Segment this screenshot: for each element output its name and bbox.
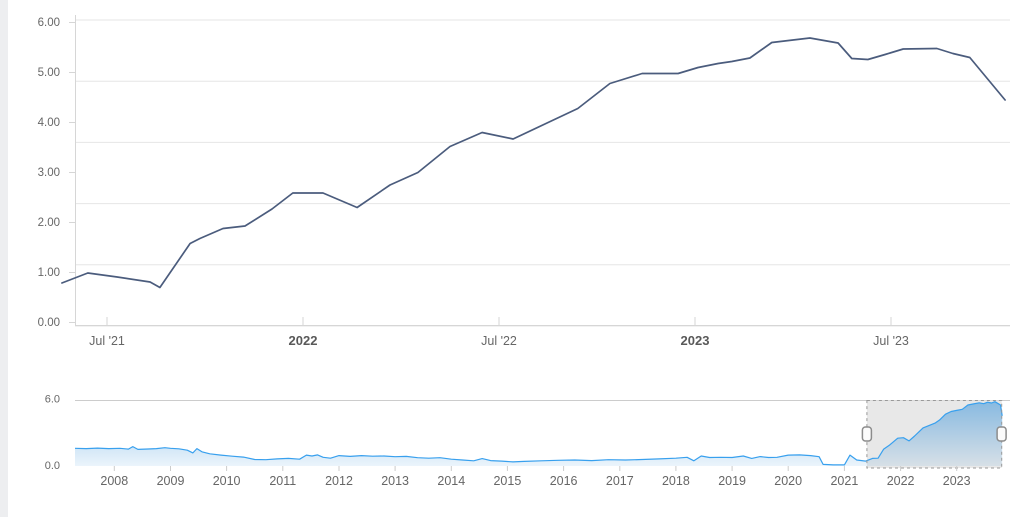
page-left-gutter [0,0,8,517]
y-axis-label: 2.00 [38,217,60,229]
price-line-series [61,37,1006,289]
y-axis-label: 1.00 [38,267,60,279]
navigator-year-label: 2013 [381,474,409,488]
y-axis-label: 5.00 [38,67,60,79]
main-chart-pane: 6.00 5.00 4.00 3.00 2.00 1.00 0.00 Jul '21 2022 J… [38,15,1010,348]
navigator-pane: 6.0 0.0 2008 2009 2010 2011 2012 2013 2014 2015 20… [45,394,1010,488]
navigator-year-label: 2016 [550,474,578,488]
navigator-year-label: 2017 [606,474,634,488]
navigator-handle-right[interactable] [996,426,1007,442]
x-axis-label: 2022 [289,333,318,348]
y-axis-label: 0.00 [38,317,60,329]
navigator-year-label: 2014 [437,474,465,488]
navigator-year-label: 2011 [269,474,296,488]
navigator-y-label: 0.0 [45,460,60,472]
x-axis-label: 2023 [681,333,710,348]
navigator-area-fill [75,401,1003,466]
navigator-year-label: 2021 [830,474,858,488]
y-axis-label: 6.00 [38,17,60,29]
navigator-year-label: 2019 [718,474,746,488]
x-axis-label: Jul '23 [873,334,909,348]
navigator-y-label: 6.0 [45,394,60,406]
navigator-year-label: 2022 [887,474,915,488]
navigator-year-label: 2010 [213,474,241,488]
navigator-year-label: 2012 [325,474,353,488]
x-axis-label: Jul '22 [481,334,517,348]
navigator-area-line [74,401,1003,466]
navigator-handle-left[interactable] [861,426,873,442]
navigator-year-label: 2008 [100,474,128,488]
navigator-year-label: 2023 [943,474,971,488]
navigator-year-label: 2009 [157,474,185,488]
navigator-year-label: 2020 [774,474,802,488]
navigator-year-label: 2015 [493,474,521,488]
x-axis-label: Jul '21 [89,334,125,348]
y-axis-label: 3.00 [38,167,60,179]
y-axis-label: 4.00 [38,117,60,129]
navigator-year-label: 2018 [662,474,690,488]
